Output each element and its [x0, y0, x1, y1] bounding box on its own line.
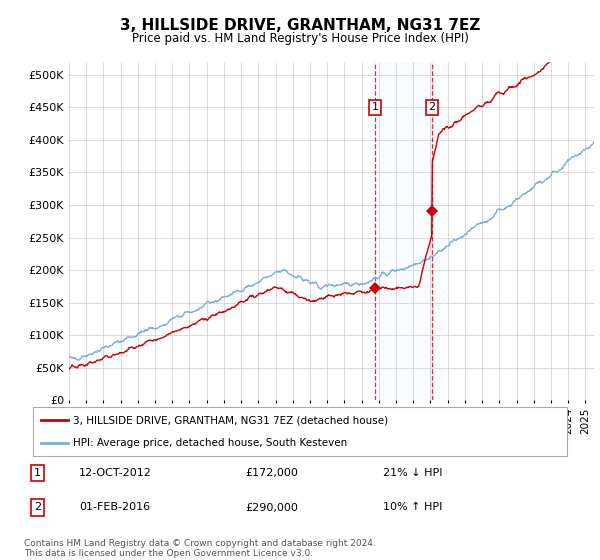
Text: 2: 2 — [34, 502, 41, 512]
Text: 10% ↑ HPI: 10% ↑ HPI — [383, 502, 442, 512]
FancyBboxPatch shape — [33, 407, 567, 456]
Text: 1: 1 — [34, 468, 41, 478]
Text: £290,000: £290,000 — [245, 502, 298, 512]
Text: 3, HILLSIDE DRIVE, GRANTHAM, NG31 7EZ (detached house): 3, HILLSIDE DRIVE, GRANTHAM, NG31 7EZ (d… — [73, 416, 388, 426]
Text: £172,000: £172,000 — [245, 468, 298, 478]
Text: 12-OCT-2012: 12-OCT-2012 — [79, 468, 152, 478]
Text: 21% ↓ HPI: 21% ↓ HPI — [383, 468, 442, 478]
Text: 2: 2 — [428, 102, 436, 113]
Text: 3, HILLSIDE DRIVE, GRANTHAM, NG31 7EZ: 3, HILLSIDE DRIVE, GRANTHAM, NG31 7EZ — [120, 18, 480, 34]
Text: HPI: Average price, detached house, South Kesteven: HPI: Average price, detached house, Sout… — [73, 438, 347, 448]
Bar — [375, 62, 432, 400]
Text: 1: 1 — [372, 102, 379, 113]
Text: 01-FEB-2016: 01-FEB-2016 — [79, 502, 151, 512]
Text: Price paid vs. HM Land Registry's House Price Index (HPI): Price paid vs. HM Land Registry's House … — [131, 32, 469, 45]
Text: Contains HM Land Registry data © Crown copyright and database right 2024.
This d: Contains HM Land Registry data © Crown c… — [24, 539, 376, 558]
